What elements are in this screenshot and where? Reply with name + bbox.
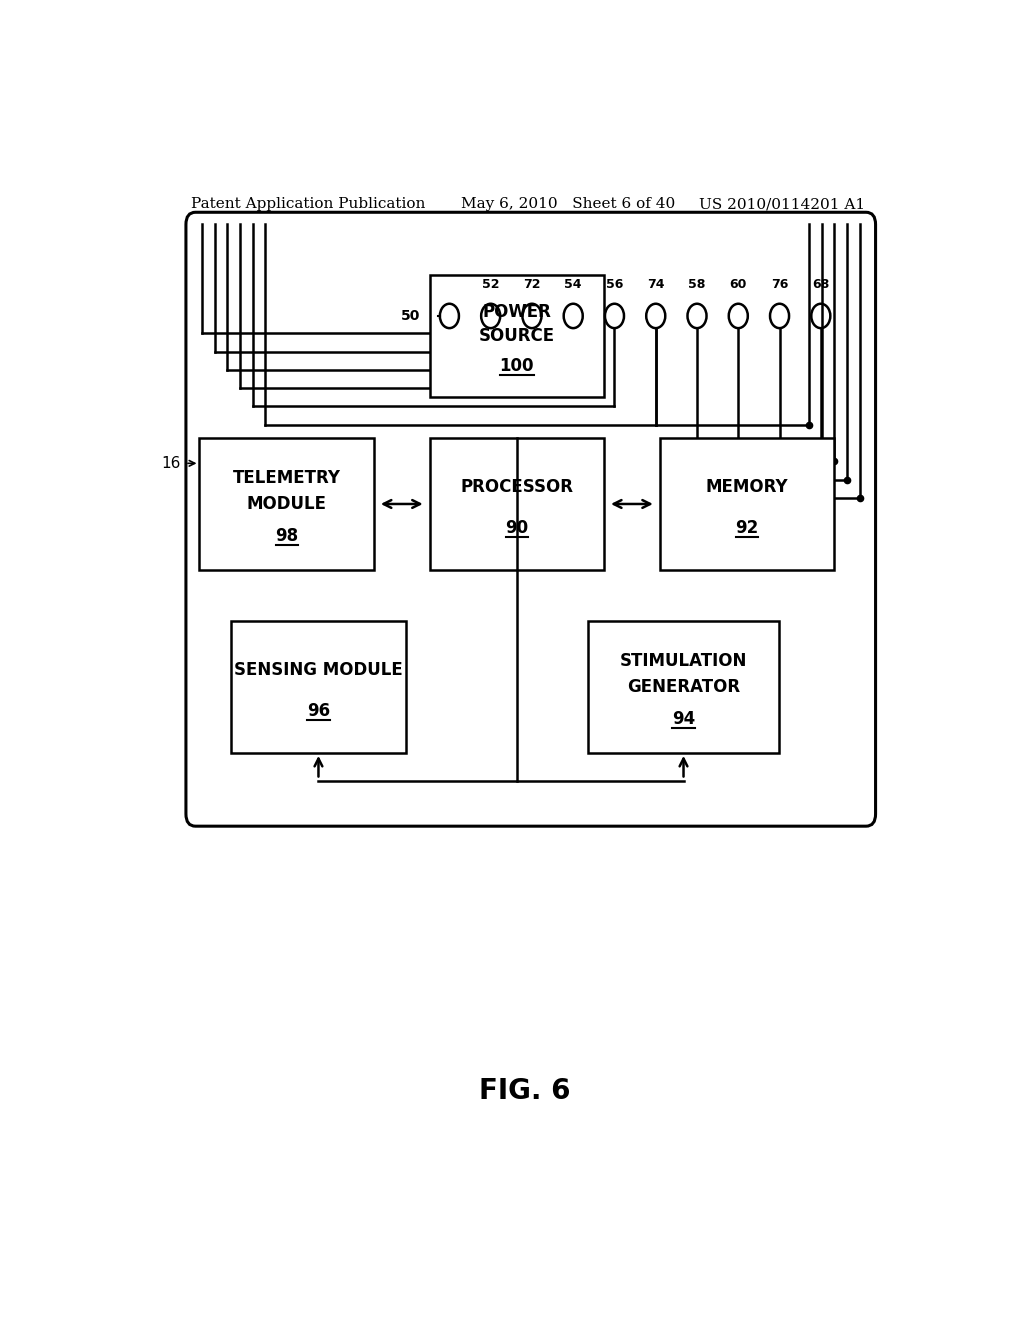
Text: MODULE: MODULE [247, 495, 327, 513]
Text: 60: 60 [729, 277, 746, 290]
Text: 76: 76 [771, 277, 788, 290]
Text: Patent Application Publication: Patent Application Publication [191, 197, 426, 211]
FancyBboxPatch shape [200, 438, 374, 570]
Text: 72: 72 [523, 277, 541, 290]
Text: POWER: POWER [482, 302, 551, 321]
FancyBboxPatch shape [186, 213, 876, 826]
Text: FIG. 6: FIG. 6 [479, 1077, 570, 1105]
Text: 16: 16 [162, 455, 181, 471]
Text: 74: 74 [647, 277, 665, 290]
Text: 54: 54 [564, 277, 582, 290]
Text: 52: 52 [482, 277, 500, 290]
FancyBboxPatch shape [588, 620, 778, 752]
FancyBboxPatch shape [430, 438, 604, 570]
Text: 90: 90 [505, 519, 528, 537]
Text: SOURCE: SOURCE [479, 327, 555, 346]
Text: 92: 92 [735, 519, 759, 537]
Text: PROCESSOR: PROCESSOR [461, 478, 573, 496]
Text: GENERATOR: GENERATOR [627, 678, 740, 696]
Text: MEMORY: MEMORY [706, 478, 788, 496]
Text: 98: 98 [275, 527, 298, 545]
Text: 96: 96 [307, 702, 330, 719]
Text: 58: 58 [688, 277, 706, 290]
Text: SENSING MODULE: SENSING MODULE [234, 661, 402, 678]
Text: STIMULATION: STIMULATION [620, 652, 748, 669]
Text: 50: 50 [400, 309, 420, 323]
Text: 100: 100 [500, 356, 535, 375]
Text: US 2010/0114201 A1: US 2010/0114201 A1 [699, 197, 865, 211]
FancyBboxPatch shape [231, 620, 406, 752]
FancyBboxPatch shape [659, 438, 835, 570]
Text: 68: 68 [812, 277, 829, 290]
FancyBboxPatch shape [430, 276, 604, 397]
Text: 94: 94 [672, 710, 695, 727]
Text: 56: 56 [606, 277, 624, 290]
Text: TELEMETRY: TELEMETRY [232, 469, 341, 487]
Text: May 6, 2010   Sheet 6 of 40: May 6, 2010 Sheet 6 of 40 [461, 197, 676, 211]
